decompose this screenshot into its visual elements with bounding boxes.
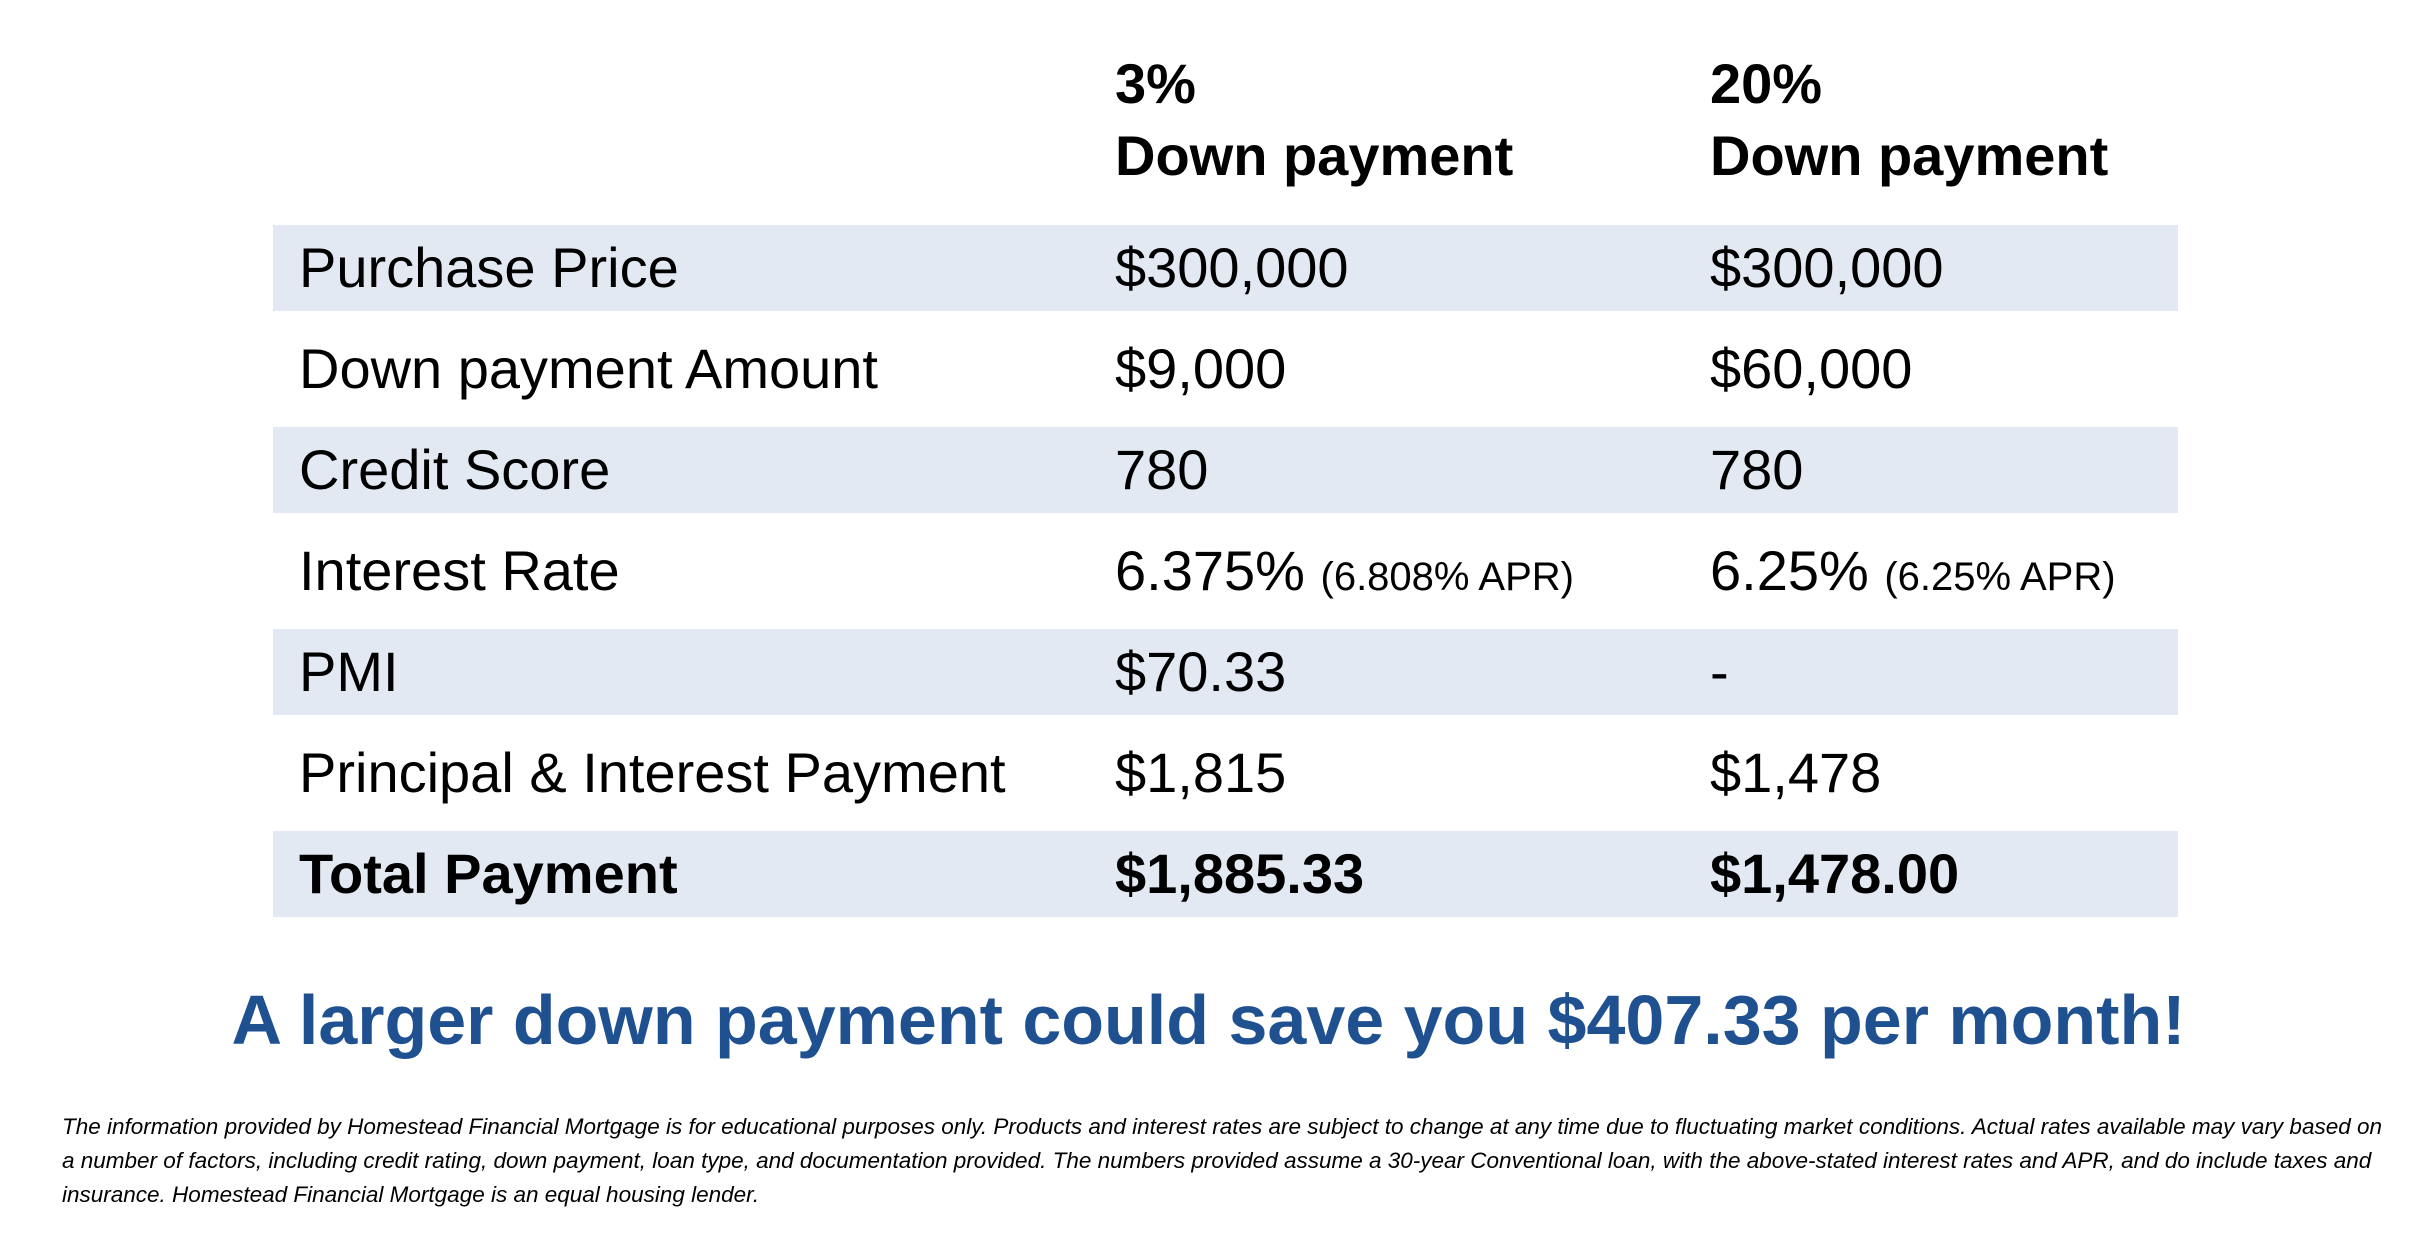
row-label: Purchase Price — [299, 236, 679, 299]
value-20-percent: $1,478 — [1710, 741, 1882, 804]
column-header-20-percent: 20% Down payment — [1710, 48, 2108, 192]
value-20-percent: $1,478.00 — [1710, 842, 1960, 905]
rate-value: 6.375% — [1115, 539, 1305, 602]
value-3-percent: $1,885.33 — [1115, 842, 1365, 905]
table-row-purchase-price: Purchase Price $300,000 $300,000 — [273, 225, 2178, 311]
value-3-percent: 6.375% (6.808% APR) — [1115, 528, 1574, 614]
value-3-percent: $1,815 — [1115, 741, 1287, 804]
value-20-percent: 780 — [1710, 438, 1804, 501]
value-3-percent: $300,000 — [1115, 236, 1349, 299]
value-3-percent: $9,000 — [1115, 337, 1287, 400]
apr-value: (6.808% APR) — [1320, 555, 1574, 599]
table-row-credit-score: Credit Score 780 780 — [273, 427, 2178, 513]
row-label: Total Payment — [299, 842, 678, 905]
comparison-table: Purchase Price $300,000 $300,000 Down pa… — [273, 225, 2178, 932]
row-label: Down payment Amount — [299, 337, 878, 400]
value-20-percent: $300,000 — [1710, 236, 1944, 299]
disclaimer-text: The information provided by Homestead Fi… — [62, 1114, 2383, 1207]
table-row-interest-rate: Interest Rate 6.375% (6.808% APR) 6.25% … — [273, 528, 2178, 614]
value-20-percent: - — [1710, 640, 1729, 703]
column-header-label: Down payment — [1710, 124, 2109, 187]
value-20-percent: $60,000 — [1710, 337, 1913, 400]
savings-headline: A larger down payment could save you $40… — [231, 981, 2186, 1059]
value-3-percent: $70.33 — [1115, 640, 1287, 703]
row-label: PMI — [299, 640, 399, 703]
table-row-pmi: PMI $70.33 - — [273, 629, 2178, 715]
table-row-down-payment-amount: Down payment Amount $9,000 $60,000 — [273, 326, 2178, 412]
table-row-total-payment: Total Payment $1,885.33 $1,478.00 — [273, 831, 2178, 917]
row-label: Interest Rate — [299, 539, 620, 602]
apr-value: (6.25% APR) — [1884, 555, 2116, 599]
row-label: Credit Score — [299, 438, 611, 501]
value-20-percent: 6.25% (6.25% APR) — [1710, 528, 2116, 614]
column-header-percent: 3% — [1115, 52, 1196, 115]
row-label: Principal & Interest Payment — [299, 741, 1006, 804]
column-header-3-percent: 3% Down payment — [1115, 48, 1513, 192]
rate-value: 6.25% — [1710, 539, 1869, 602]
column-header-label: Down payment — [1115, 124, 1514, 187]
table-row-principal-interest: Principal & Interest Payment $1,815 $1,4… — [273, 730, 2178, 816]
value-3-percent: 780 — [1115, 438, 1209, 501]
column-header-percent: 20% — [1710, 52, 1823, 115]
